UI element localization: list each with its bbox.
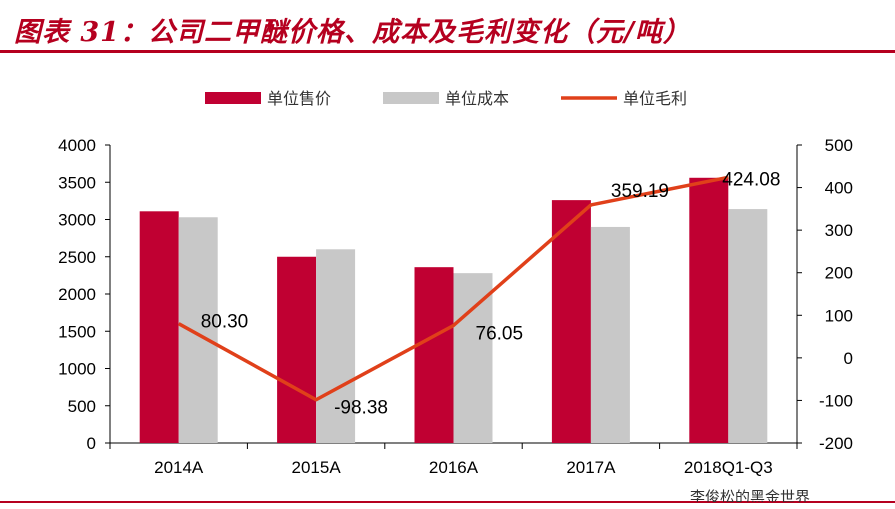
x-tick-label: 2016A	[429, 458, 479, 477]
x-tick-label: 2015A	[292, 458, 342, 477]
title-divider	[0, 50, 895, 53]
bar-price	[414, 267, 454, 443]
left-tick-label: 500	[68, 397, 96, 416]
x-tick-label: 2018Q1-Q3	[684, 458, 773, 477]
right-tick-label: 0	[844, 349, 853, 368]
left-tick-label: 1000	[58, 360, 96, 379]
watermark-text: 李俊松的黑金世界	[690, 488, 811, 502]
right-tick-label: 300	[825, 221, 853, 240]
left-tick-label: 2500	[58, 248, 96, 267]
bar-cost	[590, 226, 630, 443]
margin-data-label: 424.08	[722, 169, 780, 190]
bar-cost	[316, 249, 356, 443]
margin-data-label: 80.30	[201, 312, 249, 333]
right-tick-label: 200	[825, 264, 853, 283]
left-tick-label: 3000	[58, 211, 96, 230]
bar-price	[277, 256, 317, 443]
right-tick-label: 500	[825, 136, 853, 155]
right-tick-label: -200	[819, 434, 853, 453]
legend-swatch-cost	[383, 92, 439, 104]
line-margin-series	[177, 175, 729, 402]
bar-price	[551, 200, 591, 443]
bar-price	[139, 211, 179, 443]
figure-title: 图表 31：公司二甲醚价格、成本及毛利变化（元/吨）	[14, 17, 691, 48]
left-tick-label: 3500	[58, 173, 96, 192]
x-tick-label: 2017A	[566, 458, 616, 477]
legend-swatch-price	[205, 92, 261, 104]
bottom-divider	[0, 501, 895, 503]
margin-data-label: 76.05	[476, 323, 524, 344]
left-tick-label: 4000	[58, 136, 96, 155]
bar-cost	[453, 273, 493, 443]
legend-label: 单位毛利	[623, 89, 687, 108]
x-tick-label: 2014A	[154, 458, 204, 477]
bar-cost	[178, 217, 218, 443]
margin-data-label: 359.19	[611, 181, 669, 202]
right-tick-label: -100	[819, 391, 853, 410]
bar-price	[689, 177, 729, 443]
margin-data-label: -98.38	[334, 398, 388, 419]
right-tick-label: 400	[825, 179, 853, 198]
legend-label: 单位售价	[267, 89, 331, 108]
left-tick-label: 0	[87, 434, 96, 453]
right-tick-label: 100	[825, 306, 853, 325]
bar-cost	[728, 209, 768, 443]
left-tick-label: 2000	[58, 285, 96, 304]
legend-label: 单位成本	[445, 89, 509, 108]
left-tick-label: 1500	[58, 322, 96, 341]
